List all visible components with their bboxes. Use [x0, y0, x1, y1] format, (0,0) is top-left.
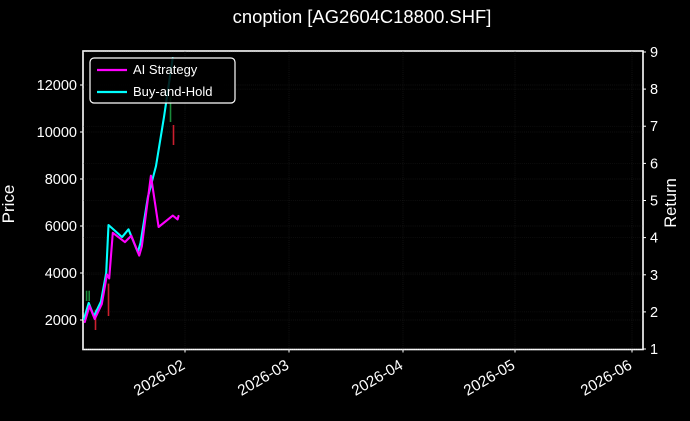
svg-text:AI Strategy: AI Strategy [133, 62, 198, 77]
svg-text:4: 4 [650, 231, 658, 247]
svg-text:12000: 12000 [37, 78, 77, 94]
svg-text:7: 7 [650, 119, 658, 135]
svg-text:6000: 6000 [45, 219, 77, 235]
svg-text:Buy-and-Hold: Buy-and-Hold [133, 84, 213, 99]
svg-text:Price: Price [0, 185, 18, 224]
svg-text:4000: 4000 [45, 266, 77, 282]
svg-text:cnoption [AG2604C18800.SHF]: cnoption [AG2604C18800.SHF] [233, 6, 492, 27]
svg-text:3: 3 [650, 268, 658, 284]
svg-text:10000: 10000 [37, 125, 77, 141]
svg-text:8: 8 [650, 82, 658, 98]
svg-text:6: 6 [650, 156, 658, 172]
svg-text:1: 1 [650, 342, 658, 358]
svg-text:9: 9 [650, 45, 658, 61]
svg-text:5: 5 [650, 194, 658, 210]
svg-text:2: 2 [650, 305, 658, 321]
svg-text:8000: 8000 [45, 172, 77, 188]
svg-text:2000: 2000 [45, 313, 77, 329]
svg-text:Return: Return [662, 178, 680, 228]
